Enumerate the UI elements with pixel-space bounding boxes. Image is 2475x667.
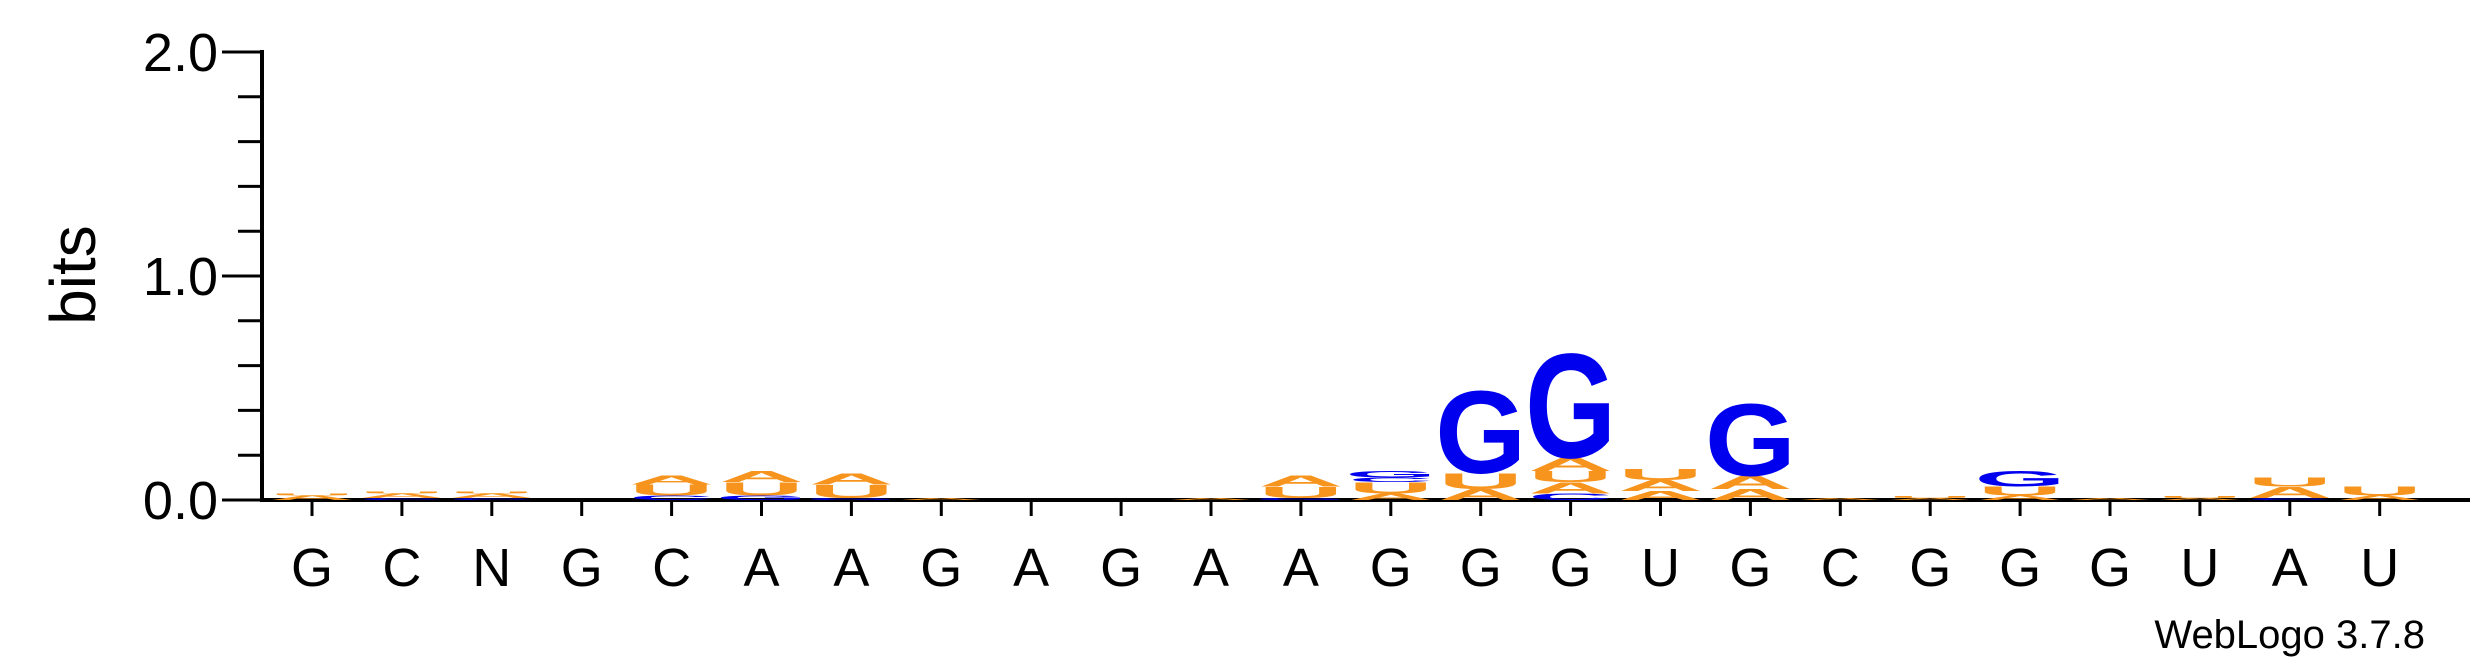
position-label: C <box>1821 538 1860 598</box>
logo-letter-a: A <box>2158 497 2243 500</box>
logo-letter-a: A <box>270 494 355 501</box>
position-label: G <box>561 538 603 598</box>
logo-letter-c: C <box>629 494 714 501</box>
position-label: A <box>1193 538 1229 598</box>
logo-letter-a: A <box>1528 479 1613 496</box>
position-label: G <box>291 538 333 598</box>
logo-letter-a: A <box>719 468 804 485</box>
position-label: G <box>1370 538 1412 598</box>
logo-letter-g: G <box>716 494 807 501</box>
logo-letter-a: A <box>1169 497 1254 500</box>
position-label: A <box>2272 538 2308 598</box>
logo-letter-u: U <box>2248 475 2333 489</box>
logo-letter-u: U <box>1528 468 1613 485</box>
position-label: G <box>1999 538 2041 598</box>
logo-letter-c: C <box>449 497 534 500</box>
position-label: G <box>2089 538 2131 598</box>
logo-letter-u: U <box>2158 495 2243 498</box>
logo-letter-u: U <box>1888 495 1973 498</box>
logo-letter-c: C <box>1348 476 1433 483</box>
logo-letter-u: U <box>270 493 355 496</box>
logo-letter-u: U <box>629 481 714 498</box>
position-label: A <box>1013 538 1049 598</box>
position-label: U <box>2360 538 2399 598</box>
logo-letter-a: A <box>809 470 894 487</box>
y-tick-label: 1.0 <box>143 247 218 307</box>
logo-letter-a: A <box>1618 489 1703 503</box>
logo-letter-a: A <box>899 497 984 500</box>
y-tick-label: 2.0 <box>143 23 218 83</box>
logo-letter-a: A <box>1618 477 1703 494</box>
position-label: U <box>1641 538 1680 598</box>
logo-letter-a: A <box>2068 497 2153 500</box>
position-label: G <box>1550 538 1592 598</box>
position-label: C <box>382 538 421 598</box>
logo-letter-a: A <box>360 492 445 499</box>
logo-letter-c: C <box>2247 497 2332 500</box>
logo-letter-u: U <box>809 481 894 502</box>
position-label: C <box>652 538 691 598</box>
logo-letter-u: U <box>360 490 445 493</box>
logo-letter-u: U <box>1438 469 1523 493</box>
logo-letter-c: C <box>1528 492 1613 502</box>
logo-letter-a: A <box>1798 497 1883 500</box>
logo-letter-u: U <box>719 479 804 500</box>
logo-letter-u: U <box>1259 484 1344 501</box>
y-axis: 0.0 1.0 2.0 <box>143 23 264 531</box>
logo-letter-u: U <box>1618 466 1703 483</box>
position-label: G <box>1729 538 1771 598</box>
position-label: A <box>743 538 779 598</box>
position-label: G <box>920 538 962 598</box>
logo-letter-g: G <box>1435 366 1526 499</box>
logo-letter-a: A <box>2337 494 2422 501</box>
logo-letter-g: G <box>806 497 897 500</box>
logo-letter-g: G <box>1705 383 1796 498</box>
logo-letter-a: A <box>1259 472 1344 489</box>
logo-letter-a: A <box>449 492 534 499</box>
position-label: G <box>1100 538 1142 598</box>
weblogo-credit: WebLogo 3.7.8 <box>2154 613 2425 657</box>
position-label: G <box>1909 538 1951 598</box>
logo-letter-a: A <box>1349 492 1434 502</box>
logo-letter-u: U <box>1978 484 2063 498</box>
position-label: A <box>833 538 869 598</box>
logo-letter-u: U <box>2337 484 2422 498</box>
logo-letter-a: A <box>1978 494 2063 501</box>
logo-letter-a: A <box>1528 454 1613 475</box>
logo-letter-u: U <box>1349 479 1434 496</box>
logo-letter-a: A <box>629 473 714 487</box>
logo-letter-g: G <box>1345 469 1436 479</box>
logo-letter-c: C <box>360 497 445 500</box>
logo-letter-u: U <box>449 490 534 493</box>
y-tick-label: 0.0 <box>143 471 218 531</box>
logo-letter-g: G <box>1525 324 1616 490</box>
position-label: A <box>1283 538 1319 598</box>
logo-letter-a: A <box>2248 484 2333 501</box>
logo-letter-g: G <box>1255 497 1346 500</box>
logo-letter-g: G <box>1975 467 2066 491</box>
logo-letter-a: A <box>1708 472 1793 493</box>
position-label: G <box>1460 538 1502 598</box>
position-label: N <box>472 538 511 598</box>
logo-letter-a: A <box>1708 486 1793 503</box>
logo-letter-a: A <box>1888 497 1973 500</box>
logo-letter-a: A <box>1438 486 1523 503</box>
position-label: U <box>2180 538 2219 598</box>
y-axis-title: bits <box>37 225 109 325</box>
